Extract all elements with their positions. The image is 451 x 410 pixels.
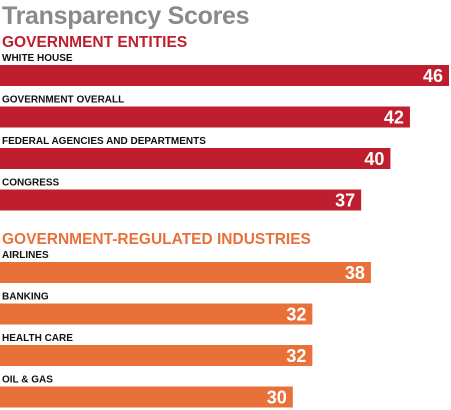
category-label: AIRLINES: [2, 250, 49, 261]
bar: [0, 386, 293, 408]
bar-value-label: 38: [345, 263, 365, 283]
bar-value-label: 46: [423, 66, 443, 86]
category-label: HEALTH CARE: [2, 333, 73, 344]
category-label: BANKING: [2, 292, 49, 303]
group-heading: GOVERNMENT ENTITIES: [2, 34, 187, 51]
bar: [0, 65, 449, 86]
group-heading: GOVERNMENT-REGULATED INDUSTRIES: [2, 231, 311, 248]
bar: [0, 262, 371, 283]
category-label: WHITE HOUSE: [2, 53, 73, 64]
category-label: FEDERAL AGENCIES AND DEPARTMENTS: [2, 136, 206, 147]
bar-value-label: 37: [335, 191, 355, 211]
category-label: CONGRESS: [2, 178, 60, 189]
bar-value-label: 32: [286, 346, 306, 366]
bar-group: GOVERNMENT-REGULATED INDUSTRIES AIRLINES 3…: [0, 231, 371, 408]
bar: [0, 189, 362, 211]
bar-value-label: 30: [267, 388, 287, 408]
bar: [0, 148, 391, 169]
bar: [0, 106, 410, 128]
chart-title: Transparency Scores: [2, 2, 249, 30]
bar: [0, 345, 313, 366]
category-label: GOVERNMENT OVERALL: [2, 95, 124, 106]
bar-value-label: 42: [384, 108, 404, 128]
bar: [0, 303, 313, 325]
bar-groups: GOVERNMENT ENTITIES WHITE HOUSE 46 GOVERNME…: [0, 34, 449, 408]
bar-value-label: 32: [286, 305, 306, 325]
bar-group: GOVERNMENT ENTITIES WHITE HOUSE 46 GOVERNME…: [0, 34, 449, 211]
category-label: OIL & GAS: [2, 375, 53, 386]
bar-value-label: 40: [364, 149, 384, 169]
